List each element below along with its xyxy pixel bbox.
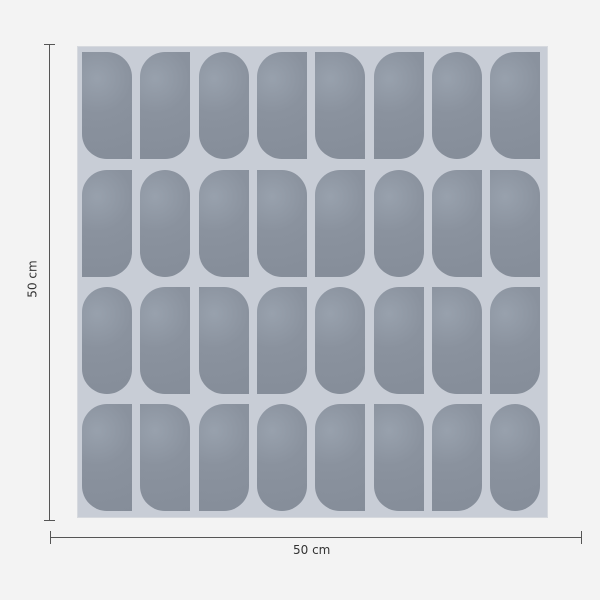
width-dimension-cap-left (50, 531, 51, 544)
tile-piece (431, 404, 482, 511)
tile-piece (198, 287, 249, 394)
height-dimension-line (49, 44, 50, 520)
tile-piece (82, 52, 132, 159)
tile-piece (256, 52, 307, 159)
tile-piece (315, 404, 366, 511)
tile-piece (315, 287, 366, 394)
tile-piece (140, 404, 191, 511)
tile-piece (490, 170, 541, 277)
tile-piece (373, 52, 424, 159)
tile-piece (256, 404, 307, 511)
height-dimension-cap-top (44, 44, 55, 45)
tile-piece (373, 287, 424, 394)
tile-piece (140, 170, 191, 277)
tile-piece (256, 287, 307, 394)
tile-piece (431, 287, 482, 394)
tile-piece (256, 170, 307, 277)
tile-piece (490, 52, 541, 159)
tile-piece (198, 170, 249, 277)
width-dimension-cap-right (581, 531, 582, 544)
tile-piece (140, 52, 191, 159)
tile-piece (431, 170, 482, 277)
width-dimension-line (50, 537, 581, 538)
height-label: 50 cm (25, 260, 40, 298)
tile-piece (82, 404, 132, 511)
tile-piece (140, 287, 191, 394)
tile-piece (490, 404, 541, 511)
tile-piece (315, 170, 366, 277)
width-label: 50 cm (293, 543, 331, 557)
tile-piece (198, 404, 249, 511)
tile-piece (82, 287, 132, 394)
height-dimension-cap-bottom (44, 520, 55, 521)
tile-piece (373, 404, 424, 511)
tile-piece (490, 287, 541, 394)
tile-piece (198, 52, 249, 159)
tile-image (78, 47, 547, 517)
tile-piece (431, 52, 482, 159)
tile-piece (315, 52, 366, 159)
tile-piece (373, 170, 424, 277)
tile-piece (82, 170, 132, 277)
